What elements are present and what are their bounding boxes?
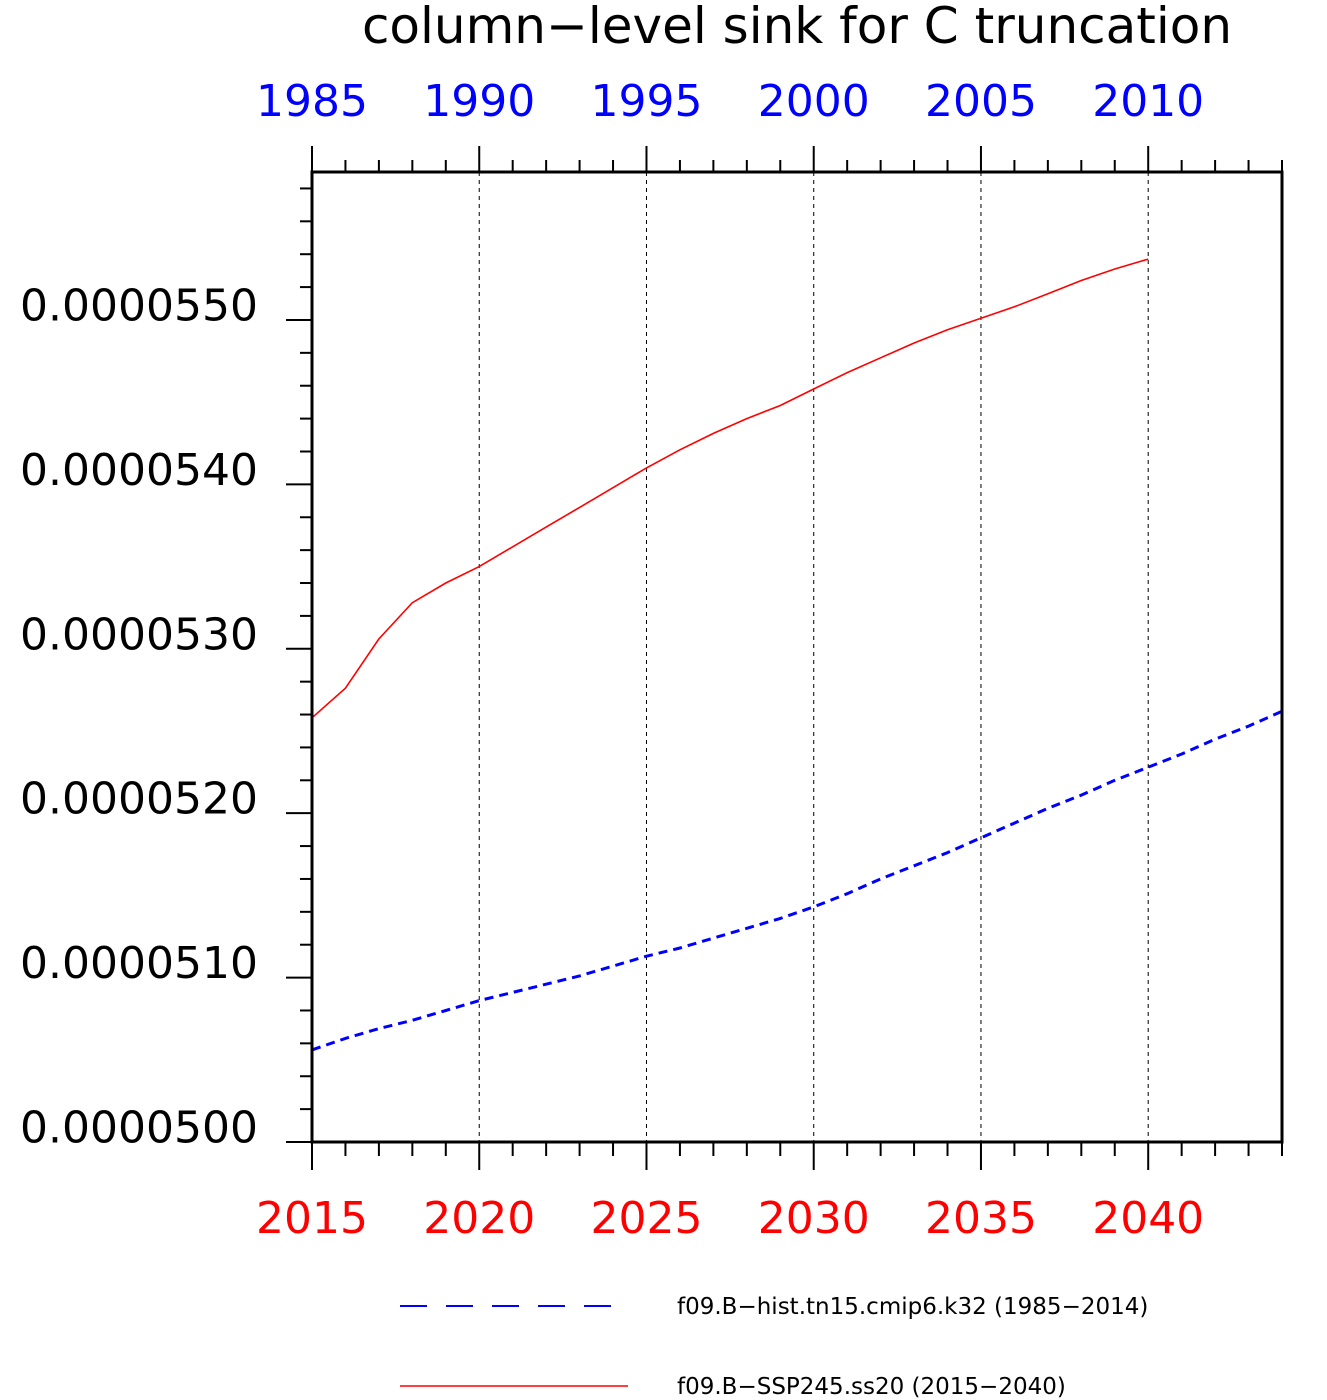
top-x-tick-label: 1995 (590, 76, 702, 127)
y-tick-label: 0.0000500 (20, 1103, 258, 1154)
series-line (311, 258, 1149, 719)
series-line (311, 709, 1283, 1052)
x-tick-label: 2040 (1092, 1193, 1204, 1244)
x-tick-label: 2020 (423, 1193, 535, 1244)
legend: f09.B−hist.tn15.cmip6.k32 (1985−2014) f09… (400, 1294, 1148, 1400)
top-x-tick-label: 2005 (925, 76, 1037, 127)
legend-label: f09.B−SSP245.ss20 (2015−2040) (677, 1374, 1066, 1400)
y-tick-label: 0.0000550 (20, 281, 258, 332)
top-x-tick-label: 2010 (1092, 76, 1204, 127)
y-tick-label: 0.0000530 (20, 609, 258, 660)
top-x-tick-label: 1990 (423, 76, 535, 127)
plot-frame (310, 170, 1284, 1144)
top-x-tick-label: 1985 (256, 76, 368, 127)
y-tick-label: 0.0000540 (20, 445, 258, 496)
x-tick-label: 2035 (925, 1193, 1037, 1244)
y-tick-label: 0.0000510 (20, 938, 258, 989)
series-lines (311, 258, 1283, 1052)
x-tick-label: 2030 (758, 1193, 870, 1244)
x-tick-label: 2025 (590, 1193, 702, 1244)
legend-label: f09.B−hist.tn15.cmip6.k32 (1985−2014) (677, 1294, 1148, 1320)
x-tick-label: 2015 (256, 1193, 368, 1244)
y-tick-label: 0.0000520 (20, 774, 258, 825)
grid-lines (478, 172, 1149, 1142)
chart-title: column−level sink for C truncation (362, 0, 1232, 55)
axis-ticks (286, 146, 1283, 1170)
top-x-tick-label: 2000 (758, 76, 870, 127)
tick-labels: 2015 2020 2025 2030 2035 2040 1985 1990 1995 2000… (20, 76, 1204, 1244)
